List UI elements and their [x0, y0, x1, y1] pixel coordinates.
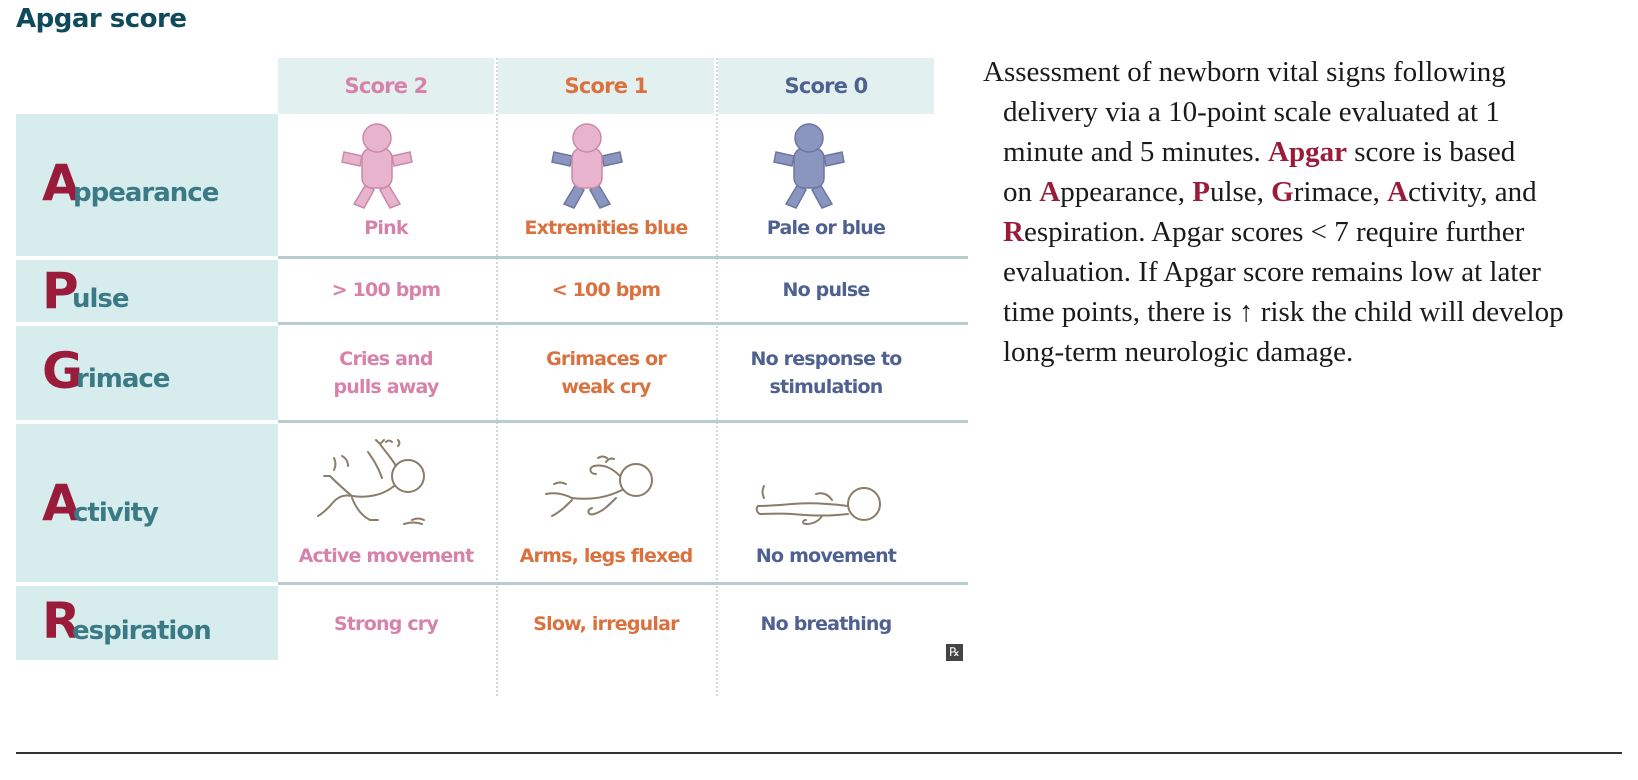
description-line: minute and 5 minutes. Apgar score is bas…: [1003, 136, 1516, 168]
row-divider: [278, 322, 968, 325]
row-rest: rimace: [76, 364, 170, 394]
column-divider: [496, 58, 498, 696]
row-divider: [278, 256, 968, 259]
rx-logo-icon: ℞: [946, 644, 963, 661]
cell-appearance-score-1: Extremities blue: [524, 217, 688, 239]
cell-line: Grimaces or: [546, 348, 667, 370]
row-label-respiration: R espiration: [16, 586, 278, 660]
row-letter: A: [42, 154, 81, 212]
cell-respiration-score-1: Slow, irregular: [533, 613, 679, 635]
active-movement-baby-icon: [317, 439, 425, 525]
header-score-0: Score 0: [718, 58, 934, 114]
page-title: Apgar score: [16, 4, 187, 34]
row-rest: espiration: [72, 616, 212, 646]
row-label-pulse: P ulse: [16, 260, 278, 322]
row-letter: A: [42, 474, 81, 532]
cell-appearance-score-2: Pink: [364, 217, 408, 239]
cell-grimace-score-0: No response to stimulation: [718, 345, 934, 401]
baby-pink-icon: [341, 123, 413, 209]
baby-extremities-blue-icon: [551, 123, 623, 209]
cell-grimace-score-1: Grimaces or weak cry: [498, 345, 714, 401]
header-score-2: Score 2: [278, 58, 494, 114]
row-divider: [278, 420, 968, 423]
cell-respiration-score-0: No breathing: [760, 613, 893, 635]
row-label-appearance: A ppearance: [16, 114, 278, 256]
cell-grimace-score-2: Cries and pulls away: [278, 345, 494, 401]
cell-line: Cries and: [339, 348, 433, 370]
cell-activity-score-0: No movement: [755, 545, 897, 567]
cell-pulse-score-1: < 100 bpm: [551, 279, 661, 301]
cell-activity-score-1: Arms, legs flexed: [519, 545, 694, 567]
description-line: delivery via a 10-point scale evaluated …: [1003, 96, 1500, 128]
cell-pulse-score-0: No pulse: [782, 279, 870, 301]
baby-figure: [341, 123, 413, 209]
column-divider: [716, 58, 718, 696]
row-divider: [278, 582, 968, 585]
row-letter: G: [42, 342, 83, 400]
row-label-grimace: G rimace: [16, 326, 278, 420]
arms-legs-flexed-baby-icon: [545, 455, 653, 517]
description-line: Respiration. Apgar scores < 7 require fu…: [1003, 216, 1525, 248]
cell-activity-score-2: Active movement: [298, 545, 475, 567]
description-line: Assessment of newborn vital signs follow…: [983, 56, 1506, 88]
header-score-1: Score 1: [498, 58, 714, 114]
description-line: on Appearance, Pulse, Grimace, Activity,…: [1003, 176, 1537, 208]
description-paragraph: Assessment of newborn vital signs follow…: [983, 52, 1623, 372]
cell-pulse-score-2: > 100 bpm: [331, 279, 441, 301]
apgar-table: Score 2 Score 1 Score 0 A ppearance P ul…: [16, 58, 968, 696]
no-movement-baby-icon: [755, 485, 881, 526]
row-label-activity: A ctivity: [16, 424, 278, 582]
row-rest: ppearance: [73, 178, 219, 208]
cell-line: stimulation: [769, 376, 884, 398]
baby-blue-icon: [773, 123, 845, 209]
cell-line: No response to: [750, 348, 902, 370]
row-rest: ctivity: [73, 498, 159, 528]
cell-line: weak cry: [561, 376, 651, 398]
cell-appearance-score-0: Pale or blue: [766, 217, 886, 239]
description-line: time points, there is ↑ risk the child w…: [1003, 296, 1564, 328]
cell-respiration-score-2: Strong cry: [334, 613, 439, 635]
cell-line: pulls away: [333, 376, 439, 398]
description-line: long-term neurologic damage.: [1003, 336, 1354, 368]
description-line: evaluation. If Apgar score remains low a…: [1003, 256, 1541, 288]
row-letter: R: [42, 592, 80, 650]
footer-divider: [16, 752, 1622, 754]
row-letter: P: [42, 262, 79, 320]
row-rest: ulse: [72, 284, 130, 314]
